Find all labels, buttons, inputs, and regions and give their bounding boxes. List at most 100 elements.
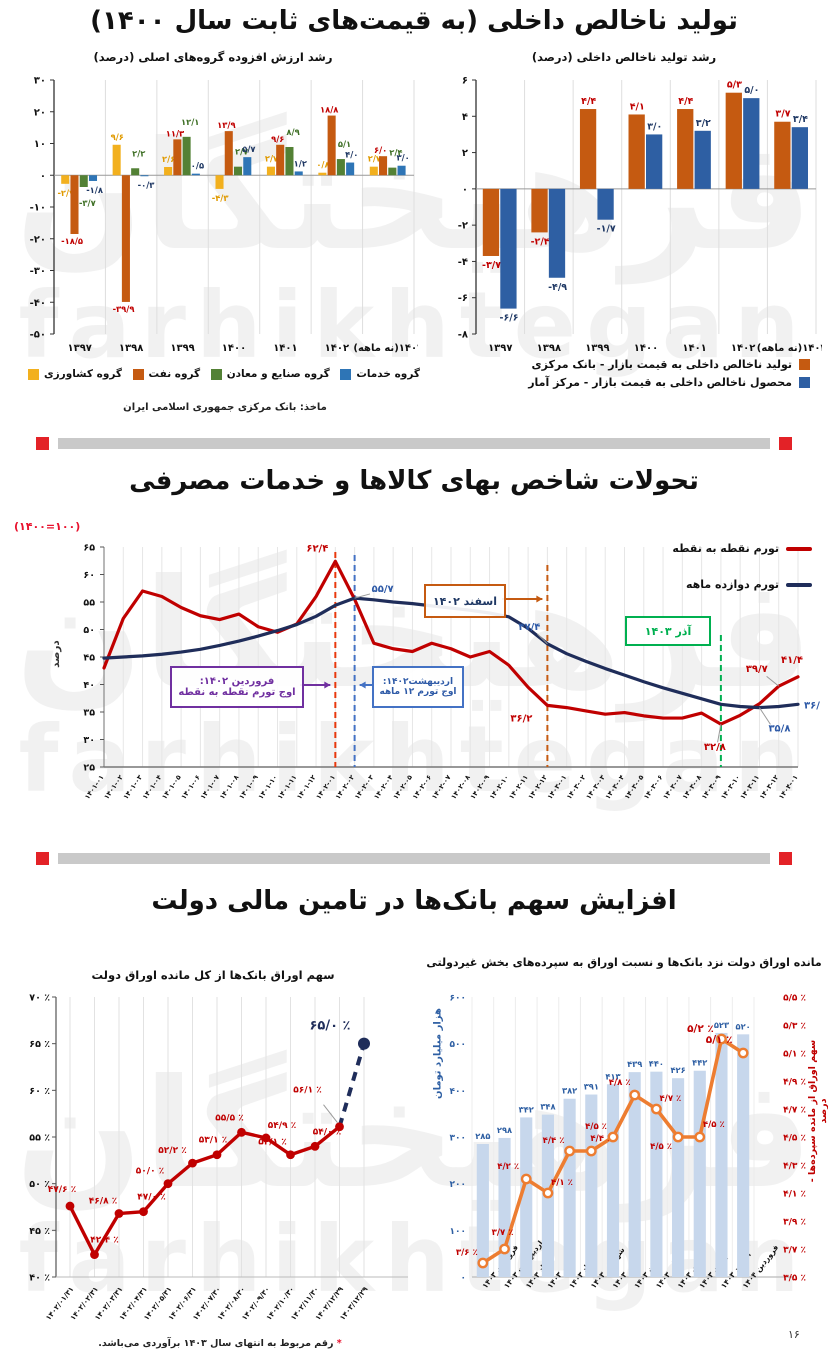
y-tick: ۶۰ ٪ <box>29 1086 50 1097</box>
bar-value-label: ۱/۲ <box>294 158 308 168</box>
blue-swatch-icon <box>340 368 352 380</box>
point-label: ۴۱/۴ <box>781 655 803 666</box>
point-label: ۵۰/۰ ٪ <box>136 1167 164 1177</box>
cpi-svg: ۶۵۶۰۵۵۵۰۴۵۴۰۳۵۳۰۲۵۱۴۰۱-۰۱۱۴۰۱-۰۲۱۴۰۱-۰۳۱… <box>83 543 826 801</box>
bar <box>88 175 98 181</box>
right-y-tick: ۵/۱ ٪ <box>783 1050 806 1060</box>
data-marker <box>65 1201 75 1211</box>
groups-chart-legend: گروه کشاورزی گروه نفت گروه صنایع و معادن… <box>28 368 420 380</box>
bar-value-label: ۲۹۸ <box>497 1125 512 1135</box>
legend-label: گروه نفت <box>148 368 201 380</box>
yellow-swatch-icon <box>28 368 39 380</box>
legend-label: گروه خدمات <box>356 368 420 380</box>
y-tick: ۶ <box>462 76 468 87</box>
bond-bar <box>563 1098 576 1277</box>
left-y-tick: ۱۰۰ <box>450 1227 466 1237</box>
bar <box>597 188 614 220</box>
x-category-label: ۱۴۰۲ <box>325 343 349 354</box>
bar <box>318 172 327 176</box>
right-y-tick: ۴/۳ ٪ <box>783 1162 806 1172</box>
y-tick: ۱۰ <box>34 139 46 150</box>
bar <box>743 98 760 189</box>
bar-value-label: ۳۴۲ <box>519 1104 534 1114</box>
bonds-svg: ۶۰۰ ۵۰۰ ۴۰۰ ۳۰۰ ۲۰۰ ۱۰۰ ۰ ۵/۵ ٪ ۵/۳ ٪ ۵/۱ ٪ ۴/۹ ٪ ۴… <box>450 994 806 1291</box>
groups-chart-title: رشد ارزش افزوده گروه‌های اصلی (درصد) <box>93 50 333 64</box>
data-marker <box>737 1047 749 1059</box>
legend-label: تولید ناخالص داخلی به قیمت بازار - بانک … <box>531 358 792 371</box>
bar-value-label: ۲/۴ <box>389 148 402 158</box>
bar-value-label: ۳/۲ <box>696 118 711 129</box>
bar <box>579 109 597 189</box>
point-label: ۴/۵ ٪ <box>650 1142 672 1152</box>
legend-item: گروه نفت <box>132 368 201 380</box>
annotation-line: اردیبهشت۱۴۰۲: <box>382 677 454 687</box>
y-tick: ۴ <box>462 112 468 123</box>
data-marker <box>716 1033 727 1045</box>
bar-value-label: ۸/۹ <box>286 127 299 137</box>
x-category-label: ۱۳۹۸ <box>119 343 143 354</box>
bar <box>61 175 70 184</box>
bar <box>243 157 252 176</box>
point-label: ۵۵/۵ ٪ <box>215 1113 243 1123</box>
groups-svg: ۳۰ ۲۰ ۱۰ ۰ -۱۰ -۲۰ -۳۰ -۴۰ -۵۰ -۲/۷ -۱۸/۵ -۳/۷ -۱/۸ ۱… <box>30 76 424 355</box>
right-y-tick: ۳/۷ ٪ <box>783 1246 806 1256</box>
bar <box>774 121 791 189</box>
y-tick: ۳۵ <box>83 708 95 719</box>
red-square-icon <box>779 437 792 450</box>
point-label: ۵۲/۲ ٪ <box>158 1146 186 1156</box>
point-label: ۴/۵ ٪ <box>585 1122 607 1132</box>
point-label: ۵/۲ ٪ <box>687 1023 714 1035</box>
bar <box>182 136 191 176</box>
bond-bar <box>585 1094 598 1277</box>
bar-value-label: ۵/۷ <box>242 144 255 154</box>
bar <box>164 166 173 176</box>
red-square-icon <box>36 437 49 450</box>
y-tick: ۳۰ <box>83 735 95 746</box>
bar-value-label: ۵/۱ <box>338 139 351 149</box>
annotation-line: آذر ۱۴۰۳ <box>644 624 692 638</box>
x-category-label: ۱۴۰۰ <box>634 343 658 354</box>
point-label: ۴/۴ ٪ <box>590 1134 612 1144</box>
orange-swatch-icon <box>132 368 144 380</box>
bar-value-label: ۴۴۰ <box>649 1059 664 1069</box>
bar <box>482 188 500 256</box>
right-y-tick: ۵/۵ ٪ <box>783 994 806 1004</box>
data-marker <box>163 1179 173 1189</box>
annotation-ordibehesht-1402: اردیبهشت۱۴۰۲: اوج تورم ۱۲ ماهه <box>372 666 464 708</box>
point-label: ۳۹/۷ <box>746 664 768 675</box>
green-swatch-icon <box>210 368 222 380</box>
y-tick: ۰ <box>40 171 46 182</box>
bar-value-label: -۳۹/۹ <box>113 304 135 314</box>
divider-bar <box>58 853 770 864</box>
data-marker <box>90 1250 99 1259</box>
cpi-section-title: تحولات شاخص بهای کالاها و خدمات مصرفی <box>129 466 699 496</box>
y-tick: ۳۰ <box>34 76 46 87</box>
point-label: ۴۷/۶ ٪ <box>48 1185 76 1195</box>
section-divider <box>0 852 828 865</box>
point-label: ۵۳/۱ ٪ <box>199 1136 227 1146</box>
data-marker <box>520 1173 532 1185</box>
legend-item: تورم دوازده ماهه <box>686 578 812 591</box>
left-y-tick: ۲۰۰ <box>450 1180 466 1190</box>
bar <box>677 109 694 189</box>
bar <box>646 134 663 189</box>
bar <box>173 139 182 176</box>
data-marker <box>139 1207 148 1217</box>
bar-value-label: ۲/۷ <box>235 147 248 157</box>
arrow-icon <box>536 595 543 603</box>
data-marker <box>261 1133 271 1143</box>
navy-line-icon <box>786 582 812 587</box>
y-tick: ۵۰ ٪ <box>29 1179 50 1190</box>
right-y-tick: ۴/۵ ٪ <box>783 1134 806 1144</box>
data-marker <box>629 1089 641 1101</box>
bar <box>191 173 200 176</box>
red-line-icon <box>786 546 812 551</box>
data-marker <box>607 1131 619 1143</box>
y-tick: ۶۵ <box>83 543 95 554</box>
right-y-tick: ۳/۵ ٪ <box>783 1274 806 1284</box>
bond-bar <box>672 1078 685 1277</box>
point-label: ۴۲/۴ ٪ <box>90 1236 118 1246</box>
bar-value-label: ۶/۰ <box>374 145 387 155</box>
data-marker <box>477 1257 489 1269</box>
legend-item: تولید ناخالص داخلی به قیمت بازار - بانک … <box>532 358 810 371</box>
